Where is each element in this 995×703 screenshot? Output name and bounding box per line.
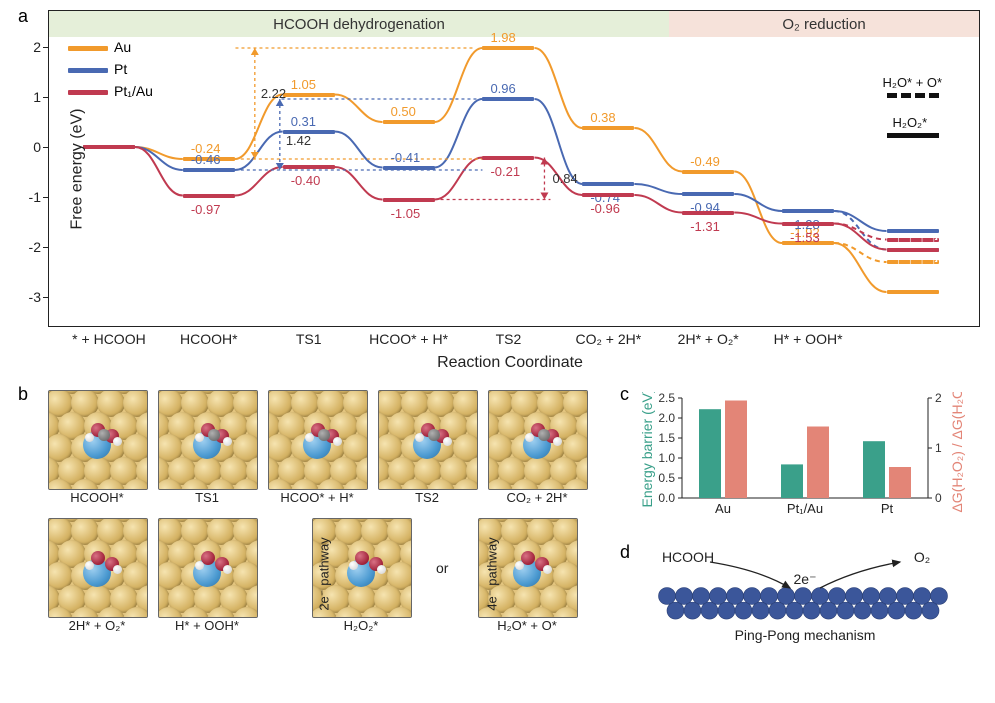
structure-label: H* + OOH* [157,618,257,633]
structure-label: H₂O* + O* [477,618,577,633]
x-label: * + HCOOH [72,331,146,347]
svg-text:O₂: O₂ [914,549,930,565]
svg-text:Pt: Pt [881,501,894,516]
panel-c-bar-chart: 0.0 0.5 1.0 1.5 2.0 2.5 0 1 2 Energy barrier (eV)… [640,392,970,520]
structure-cell [378,390,478,490]
legend-pt1au: Pt₁/Au [114,83,153,99]
svg-text:Energy barrier (eV): Energy barrier (eV) [640,392,655,508]
svg-text:ΔG(H₂O₂) / ΔG(H₂O): ΔG(H₂O₂) / ΔG(H₂O) [949,392,965,513]
structure-cell [488,390,588,490]
svg-text:0.5: 0.5 [658,471,675,485]
structure-cell [48,518,148,618]
x-label: TS2 [496,331,522,347]
svg-text:1: 1 [935,441,942,455]
svg-text:HCOOH: HCOOH [662,549,714,565]
x-label: CO₂ + 2H* [575,331,641,347]
y-axis-label: Free energy (eV) [68,108,86,229]
panel-label-a: a [18,6,28,27]
structure-label: HCOOH* [47,490,147,505]
panel-label-c: c [620,384,629,405]
svg-text:1.0: 1.0 [658,451,675,465]
svg-text:Au: Au [715,501,731,516]
svg-text:1.5: 1.5 [658,431,675,445]
structure-cell [48,390,148,490]
legend-pt: Pt [114,61,127,77]
svg-text:2: 2 [935,392,942,405]
structure-cell [158,518,258,618]
panel-d-mechanism: HCOOH O₂ 2e⁻ Ping-Pong mechanism [640,548,970,648]
panel-a-energy-diagram: HCOOH dehydrogenation O₂ reduction -3-2-… [48,10,980,327]
panel-label-d: d [620,542,630,563]
structure-label: TS1 [157,490,257,505]
svg-text:Ping-Pong mechanism: Ping-Pong mechanism [735,627,876,643]
svg-text:0.0: 0.0 [658,491,675,505]
svg-text:2.0: 2.0 [658,411,675,425]
x-label: HCOOH* [180,331,238,347]
svg-text:Pt₁/Au: Pt₁/Au [787,501,823,516]
structure-label: TS2 [377,490,477,505]
panel-b-structures: HCOOH* TS1 HCOO* + H* TS2 CO₂ + 2H* 2H* + O₂*… [48,390,608,650]
svg-text:0: 0 [935,491,942,505]
legend: Au Pt Pt₁/Au [68,36,153,102]
x-label: H* + OOH* [774,331,843,347]
x-label: TS1 [296,331,322,347]
x-label: 2H* + O₂* [678,331,739,347]
x-label: HCOO* + H* [369,331,448,347]
structure-label: 2H* + O₂* [47,618,147,633]
legend-au: Au [114,39,131,55]
panel-label-b: b [18,384,28,405]
svg-text:2e⁻: 2e⁻ [794,571,817,587]
structure-label: H₂O₂* [311,618,411,633]
banner-o2-reduction: O₂ reduction [669,11,979,37]
structure-label: CO₂ + 2H* [487,490,587,505]
structure-cell [158,390,258,490]
structure-label: HCOO* + H* [267,490,367,505]
banner-dehydrogenation: HCOOH dehydrogenation [49,11,669,37]
svg-text:2.5: 2.5 [658,392,675,405]
structure-cell [268,390,368,490]
